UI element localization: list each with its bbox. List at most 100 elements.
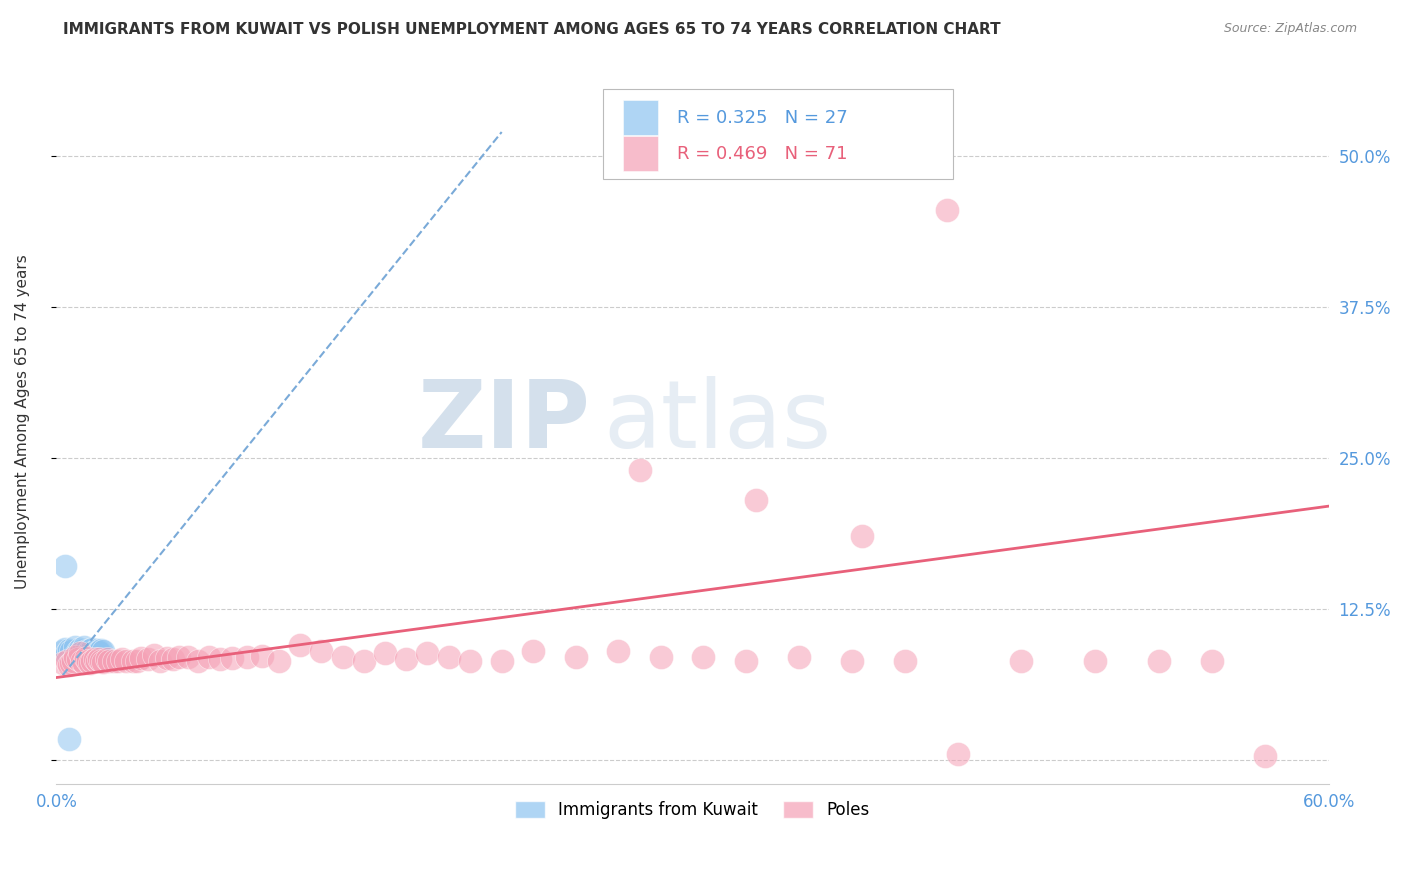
- Point: [58, 732, 80, 747]
- Point: [58, 658, 80, 673]
- Point: [62, 650, 84, 665]
- Point: [565, 650, 588, 665]
- Point: [56, 647, 79, 661]
- Point: [290, 638, 312, 652]
- Point: [734, 654, 756, 668]
- Point: [607, 644, 630, 658]
- Point: [221, 651, 243, 665]
- Point: [745, 493, 768, 508]
- Point: [125, 654, 148, 668]
- Point: [111, 652, 134, 666]
- Point: [86, 642, 108, 657]
- Point: [311, 644, 333, 658]
- Point: [77, 648, 100, 662]
- Text: Source: ZipAtlas.com: Source: ZipAtlas.com: [1223, 22, 1357, 36]
- Point: [86, 654, 108, 668]
- Point: [162, 652, 184, 666]
- Point: [73, 645, 96, 659]
- Point: [1010, 654, 1032, 668]
- Point: [66, 644, 89, 658]
- Point: [58, 642, 80, 657]
- Y-axis label: Unemployment Among Ages 65 to 74 years: Unemployment Among Ages 65 to 74 years: [15, 254, 30, 589]
- Point: [91, 655, 114, 669]
- Point: [70, 654, 93, 668]
- Text: R = 0.325   N = 27: R = 0.325 N = 27: [678, 109, 848, 127]
- Point: [267, 654, 290, 668]
- Point: [208, 652, 231, 666]
- Point: [65, 650, 87, 665]
- Point: [77, 647, 100, 661]
- Text: atlas: atlas: [603, 376, 832, 467]
- Point: [66, 647, 89, 661]
- Point: [82, 654, 104, 668]
- Point: [77, 654, 100, 668]
- Point: [650, 650, 672, 665]
- Point: [198, 650, 221, 665]
- Point: [87, 644, 110, 658]
- Point: [90, 642, 112, 657]
- Point: [136, 652, 159, 666]
- Point: [491, 654, 513, 668]
- Point: [416, 647, 439, 661]
- Point: [129, 651, 152, 665]
- Point: [187, 654, 209, 668]
- Legend: Immigrants from Kuwait, Poles: Immigrants from Kuwait, Poles: [509, 795, 876, 826]
- Point: [169, 650, 191, 665]
- Bar: [623, 100, 658, 135]
- Point: [69, 647, 91, 661]
- Point: [82, 641, 104, 656]
- Point: [60, 644, 83, 658]
- Point: [91, 644, 114, 658]
- Point: [87, 645, 110, 659]
- Point: [65, 640, 87, 655]
- Point: [73, 640, 96, 655]
- Point: [1084, 654, 1107, 668]
- Point: [236, 650, 259, 665]
- Point: [437, 650, 460, 665]
- Point: [893, 654, 915, 668]
- Point: [107, 654, 129, 668]
- Point: [75, 651, 97, 665]
- Point: [1147, 654, 1170, 668]
- Point: [53, 641, 76, 656]
- Text: ZIP: ZIP: [418, 376, 591, 467]
- Point: [787, 650, 810, 665]
- Bar: [623, 136, 658, 171]
- Text: R = 0.469   N = 71: R = 0.469 N = 71: [678, 145, 848, 162]
- Point: [1254, 749, 1277, 764]
- Point: [79, 656, 101, 670]
- Point: [851, 529, 873, 543]
- Point: [83, 644, 105, 658]
- Point: [353, 654, 375, 668]
- Point: [53, 559, 76, 574]
- Point: [60, 656, 83, 670]
- Point: [96, 652, 118, 666]
- Point: [90, 654, 112, 668]
- Point: [628, 463, 651, 477]
- Point: [1201, 654, 1223, 668]
- Point: [177, 650, 200, 665]
- Point: [936, 203, 959, 218]
- Point: [149, 654, 172, 668]
- Point: [98, 654, 121, 668]
- Point: [522, 644, 544, 658]
- FancyBboxPatch shape: [603, 88, 953, 179]
- Point: [841, 654, 863, 668]
- Point: [69, 641, 91, 656]
- Point: [156, 651, 179, 665]
- Point: [87, 652, 110, 666]
- Point: [395, 652, 418, 666]
- Point: [70, 642, 93, 657]
- Point: [52, 656, 75, 670]
- Point: [52, 644, 75, 658]
- Point: [56, 654, 79, 668]
- Point: [103, 654, 125, 668]
- Point: [66, 652, 89, 666]
- Point: [458, 654, 481, 668]
- Point: [115, 654, 138, 668]
- Point: [332, 650, 354, 665]
- Point: [62, 654, 84, 668]
- Point: [142, 648, 165, 662]
- Point: [70, 644, 93, 658]
- Point: [75, 644, 97, 658]
